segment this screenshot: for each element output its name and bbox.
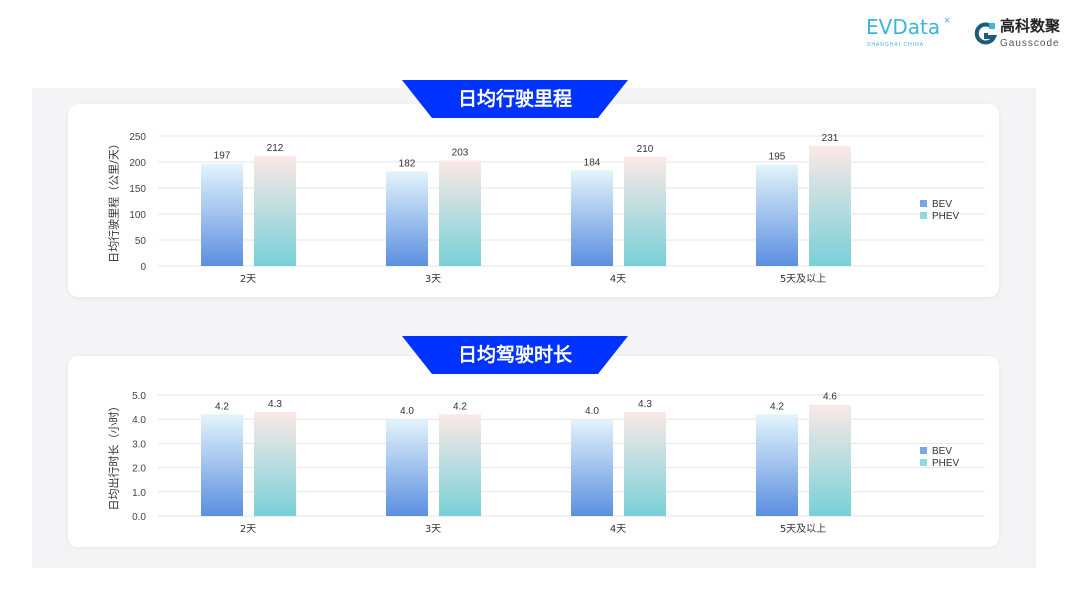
y-tick-label: 5.0 (132, 391, 146, 402)
legend-label: PHEV (932, 458, 960, 469)
data-label: 4.3 (638, 399, 652, 410)
y-tick-label: 3.0 (132, 439, 146, 450)
bar-bev (571, 170, 613, 266)
chart-title: 日均行驶里程 (457, 88, 572, 110)
data-label: 203 (452, 147, 469, 158)
data-label: 4.6 (823, 392, 837, 403)
bar-bev (571, 419, 613, 516)
bar-phev (439, 414, 481, 516)
x-tick-label: 5天及以上 (780, 273, 826, 285)
data-label: 231 (822, 133, 839, 144)
evdata-wordmark: EVData (866, 15, 941, 39)
x-tick-label: 4天 (610, 524, 626, 535)
y-tick-label: 250 (129, 132, 146, 143)
legend-label: BEV (932, 199, 952, 210)
gausscode-en-name: Gausscode (1000, 38, 1060, 49)
data-label: 182 (399, 158, 416, 169)
bar-phev (809, 145, 851, 266)
gausscode-mark-icon (974, 22, 998, 45)
bar-phev (254, 411, 296, 516)
bar-bev (201, 414, 243, 516)
bar-phev (439, 160, 481, 266)
x-tick-label: 3天 (425, 524, 441, 535)
y-tick-label: 4.0 (132, 415, 146, 426)
y-tick-label: 150 (129, 184, 146, 195)
evdata-subtitle: SHANGHAI CHINA (867, 42, 925, 48)
duration-title-banner: 日均驾驶时长 (402, 336, 628, 374)
bar-phev (254, 155, 296, 266)
y-tick-label: 0.0 (132, 512, 146, 523)
y-tick-label: 100 (129, 210, 146, 221)
mileage-title-banner: 日均行驶里程 (402, 80, 628, 118)
evdata-logo: EVData × SHANGHAI CHINA (866, 16, 966, 50)
bar-phev (624, 411, 666, 516)
legend-label: BEV (932, 446, 952, 457)
bar-bev (386, 171, 428, 266)
x-tick-label: 4天 (610, 274, 626, 285)
bar-phev (624, 156, 666, 266)
data-label: 195 (769, 152, 786, 163)
data-label: 4.2 (453, 401, 467, 412)
data-label: 212 (267, 143, 284, 154)
evdata-x-mark-icon: × (944, 15, 951, 27)
x-tick-label: 3天 (425, 274, 441, 285)
legend-swatch (920, 447, 927, 454)
bar-bev (756, 414, 798, 516)
data-label: 4.0 (400, 406, 414, 417)
data-label: 184 (584, 157, 601, 168)
data-label: 4.0 (585, 406, 599, 417)
data-label: 197 (214, 151, 231, 162)
legend-label: PHEV (932, 211, 960, 222)
y-tick-label: 50 (135, 236, 147, 247)
x-tick-label: 5天及以上 (780, 523, 826, 535)
x-tick-label: 2天 (240, 524, 256, 535)
bar-bev (386, 419, 428, 516)
data-label: 210 (637, 144, 654, 155)
bar-bev (756, 164, 798, 266)
legend-swatch (920, 459, 927, 466)
x-tick-label: 2天 (240, 274, 256, 285)
gausscode-cn-name: 高科数聚 (1000, 17, 1061, 35)
y-tick-label: 2.0 (132, 464, 146, 475)
legend-swatch (920, 212, 927, 219)
data-label: 4.2 (215, 401, 229, 412)
y-tick-label: 200 (129, 158, 146, 169)
bar-bev (201, 163, 243, 266)
data-label: 4.2 (770, 401, 784, 412)
gausscode-logo: 高科数聚 Gausscode (972, 18, 1072, 52)
y-tick-label: 0 (140, 262, 146, 273)
legend-swatch (920, 200, 927, 207)
data-label: 4.3 (268, 399, 282, 410)
chart-title: 日均驾驶时长 (457, 344, 572, 366)
y-tick-label: 1.0 (132, 488, 146, 499)
bar-phev (809, 404, 851, 516)
